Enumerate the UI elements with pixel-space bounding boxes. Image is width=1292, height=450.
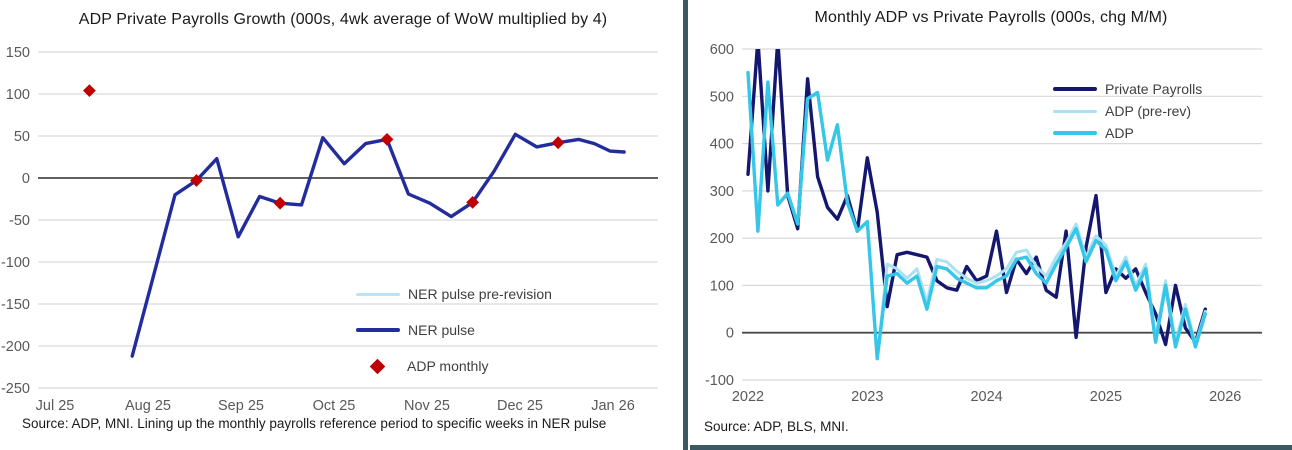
y-tick-label: -100 [705, 373, 734, 389]
left-chart-title: ADP Private Payrolls Growth (000s, 4wk a… [78, 11, 608, 28]
y-tick-label: 100 [6, 87, 30, 103]
legend-label: ADP monthly [407, 358, 489, 374]
y-tick-label: 0 [726, 326, 734, 342]
right-source-note: Source: ADP, BLS, MNI. [704, 419, 849, 434]
marker-adp-monthly [190, 174, 203, 187]
x-tick-label: Nov 25 [404, 398, 450, 414]
marker-adp-monthly [83, 84, 96, 97]
legend-label: ADP [1105, 125, 1134, 141]
series-adp [746, 70, 1207, 361]
y-tick-label: 300 [710, 184, 734, 200]
y-tick-label: -200 [1, 339, 30, 355]
left-source-note: Source: ADP, MNI. Lining up the monthly … [22, 416, 607, 431]
right-chart-title: Monthly ADP vs Private Payrolls (000s, c… [814, 9, 1168, 26]
x-tick-label: Jul 25 [36, 398, 75, 414]
x-tick-label: Oct 25 [313, 398, 356, 414]
x-tick-label: 2024 [970, 389, 1002, 405]
legend-item-adp-pre-rev-: ADP (pre-rev) [1053, 101, 1191, 121]
line-swatch [356, 328, 400, 332]
marker-adp-monthly [466, 196, 479, 209]
diamond-swatch [369, 358, 386, 374]
x-tick-label: Sep 25 [218, 398, 264, 414]
x-tick-label: Jan 26 [591, 398, 635, 414]
y-tick-label: 200 [710, 231, 734, 247]
y-tick-label: -100 [1, 255, 30, 271]
marker-adp-monthly [273, 196, 287, 210]
legend-label: Private Payrolls [1105, 81, 1203, 97]
line-swatch [1053, 87, 1097, 91]
legend-label: ADP (pre-rev) [1105, 103, 1192, 119]
legend-label: NER pulse [408, 322, 475, 338]
x-tick-label: 2022 [732, 389, 764, 405]
legend-item-adp: ADP [1053, 123, 1134, 143]
line-swatch [356, 292, 400, 296]
right-chart-canvas: -100 0 100 200 300 400 500 600 2022 2023 2024 2025 2… [705, 42, 1262, 405]
right-panel-border [690, 445, 1292, 450]
marker-adp-monthly [551, 136, 565, 150]
y-tick-label: 500 [710, 89, 734, 105]
y-tick-label: 400 [710, 137, 734, 153]
panel-divider [683, 0, 688, 450]
y-tick-label: 100 [710, 278, 734, 294]
legend-item-adp-monthly: ADP monthly [356, 356, 488, 376]
y-tick-label: 50 [14, 129, 30, 145]
y-tick-label: 600 [710, 42, 734, 58]
y-tick-label: 0 [22, 171, 30, 187]
left-chart-panel: -250 -200 -150 -100 -50 0 50 100 150 Jul 25 Aug 25… [1, 11, 658, 431]
y-tick-label: 150 [6, 45, 30, 61]
x-tick-label: Dec 25 [497, 398, 543, 414]
line-swatch [1053, 109, 1097, 113]
y-tick-label: -250 [1, 381, 30, 397]
x-tick-label: 2025 [1090, 389, 1122, 405]
marker-adp-monthly [380, 133, 394, 146]
y-tick-label: -150 [1, 297, 30, 313]
x-tick-label: 2023 [851, 389, 883, 405]
legend-label: NER pulse pre-revision [408, 286, 552, 302]
left-chart-canvas: -250 -200 -150 -100 -50 0 50 100 150 Jul 25 Aug 25… [1, 45, 658, 414]
x-tick-label: 2026 [1209, 389, 1241, 405]
y-tick-label: -50 [9, 213, 30, 229]
legend-item-private-payrolls: Private Payrolls [1053, 79, 1202, 99]
legend-item-ner-pulse-pre-revision: NER pulse pre-revision [356, 284, 552, 304]
line-swatch [1053, 131, 1097, 135]
x-tick-label: Aug 25 [125, 398, 171, 414]
right-chart-panel: -100 0 100 200 300 400 500 600 2022 2023 2024 2025 2… [690, 0, 1292, 450]
legend-item-ner-pulse: NER pulse [356, 320, 475, 340]
